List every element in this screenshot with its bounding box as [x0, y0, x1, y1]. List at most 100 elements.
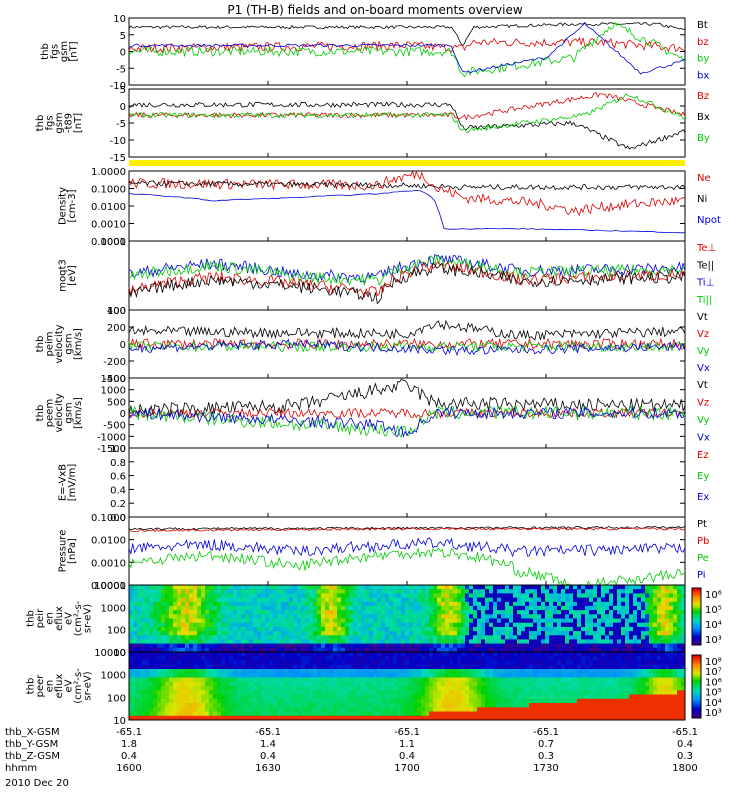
- heatmap-cell: [181, 639, 186, 644]
- heatmap-cell: [597, 618, 602, 624]
- heatmap-cell: [681, 593, 686, 598]
- heatmap-cell: [253, 597, 258, 603]
- heatmap-cell: [489, 707, 494, 712]
- heatmap-cell: [657, 593, 662, 598]
- heatmap-cell: [661, 597, 666, 603]
- heatmap-cell: [569, 715, 574, 721]
- heatmap-cell: [569, 652, 574, 657]
- heatmap-cell: [441, 643, 446, 649]
- heatmap-cell: [593, 597, 598, 603]
- heatmap-cell: [641, 652, 646, 657]
- heatmap-cell: [349, 686, 354, 691]
- heatmap-cell: [613, 614, 618, 619]
- heatmap-cell: [609, 681, 614, 687]
- heatmap-cell: [497, 656, 502, 661]
- heatmap-cell: [673, 694, 678, 700]
- heatmap-cell: [281, 715, 286, 721]
- heatmap-cell: [161, 660, 166, 666]
- heatmap-cell: [405, 597, 410, 603]
- heatmap-cell: [385, 673, 390, 678]
- heatmap-cell: [365, 656, 370, 661]
- y-axis-label-line: en: [45, 680, 56, 693]
- heatmap-cell: [153, 585, 158, 590]
- heatmap-cell: [281, 605, 286, 611]
- heatmap-cell: [653, 618, 658, 624]
- heatmap-cell: [165, 597, 170, 603]
- heatmap-cell: [185, 656, 190, 661]
- heatmap-cell: [305, 664, 310, 670]
- heatmap-cell: [661, 589, 666, 594]
- heatmap-cell: [489, 681, 494, 687]
- heatmap-cell: [353, 694, 358, 700]
- heatmap-cell: [485, 647, 490, 653]
- heatmap-cell: [417, 601, 422, 607]
- heatmap-cell: [177, 715, 182, 721]
- heatmap-cell: [605, 622, 610, 628]
- heatmap-cell: [317, 639, 322, 644]
- heatmap-cell: [317, 715, 322, 721]
- heatmap-cell: [181, 698, 186, 704]
- heatmap-cell: [293, 686, 298, 691]
- heatmap-cell: [229, 585, 234, 590]
- heatmap-cell: [585, 652, 590, 657]
- heatmap-cell: [473, 686, 478, 691]
- heatmap-cell: [485, 703, 490, 708]
- heatmap-cell: [409, 597, 414, 603]
- heatmap-cell: [389, 585, 394, 590]
- heatmap-cell: [401, 694, 406, 700]
- heatmap-cell: [661, 690, 666, 695]
- y-tick-label: -200: [103, 357, 126, 368]
- heatmap-cell: [577, 703, 582, 708]
- heatmap-cell: [373, 660, 378, 666]
- heatmap-cell: [189, 643, 194, 649]
- heatmap-cell: [473, 618, 478, 624]
- heatmap-cell: [513, 686, 518, 691]
- heatmap-cell: [297, 614, 302, 619]
- heatmap-cell: [329, 673, 334, 678]
- heatmap-cell: [517, 681, 522, 687]
- heatmap-cell: [353, 605, 358, 611]
- colorbar-cell: [692, 664, 701, 667]
- heatmap-cell: [181, 681, 186, 687]
- heatmap-cell: [505, 690, 510, 695]
- heatmap-cell: [617, 593, 622, 598]
- colorbar-cell: [692, 639, 701, 642]
- heatmap-cell: [217, 660, 222, 666]
- heatmap-cell: [409, 614, 414, 619]
- heatmap-cell: [269, 694, 274, 700]
- heatmap-cell: [393, 673, 398, 678]
- heatmap-cell: [637, 618, 642, 624]
- heatmap-cell: [613, 610, 618, 615]
- heatmap-cell: [673, 707, 678, 712]
- heatmap-cell: [465, 698, 470, 704]
- heatmap-cell: [637, 635, 642, 640]
- heatmap-cell: [677, 703, 682, 708]
- heatmap-cell: [209, 589, 214, 594]
- heatmap-cell: [473, 664, 478, 670]
- heatmap-cell: [393, 601, 398, 607]
- heatmap-cell: [181, 690, 186, 695]
- heatmap-cell: [573, 601, 578, 607]
- heatmap-cell: [249, 652, 254, 657]
- heatmap-cell: [377, 585, 382, 590]
- heatmap-cell: [601, 715, 606, 721]
- heatmap-cell: [369, 669, 374, 674]
- y-tick-label: 0.0100: [91, 536, 126, 547]
- heatmap-cell: [269, 610, 274, 615]
- heatmap-cell: [393, 652, 398, 657]
- heatmap-cell: [261, 715, 266, 721]
- heatmap-cell: [193, 656, 198, 661]
- heatmap-cell: [225, 711, 230, 717]
- heatmap-cell: [469, 614, 474, 619]
- heatmap-cell: [457, 585, 462, 590]
- heatmap-cell: [189, 656, 194, 661]
- heatmap-cell: [345, 669, 350, 674]
- heatmap-cell: [413, 711, 418, 717]
- heatmap-cell: [385, 715, 390, 721]
- heatmap-cell: [661, 643, 666, 649]
- heatmap-cell: [345, 614, 350, 619]
- heatmap-cell: [353, 622, 358, 628]
- legend-entry: Pi: [697, 570, 706, 581]
- heatmap-cell: [489, 664, 494, 670]
- heatmap-cell: [133, 597, 138, 603]
